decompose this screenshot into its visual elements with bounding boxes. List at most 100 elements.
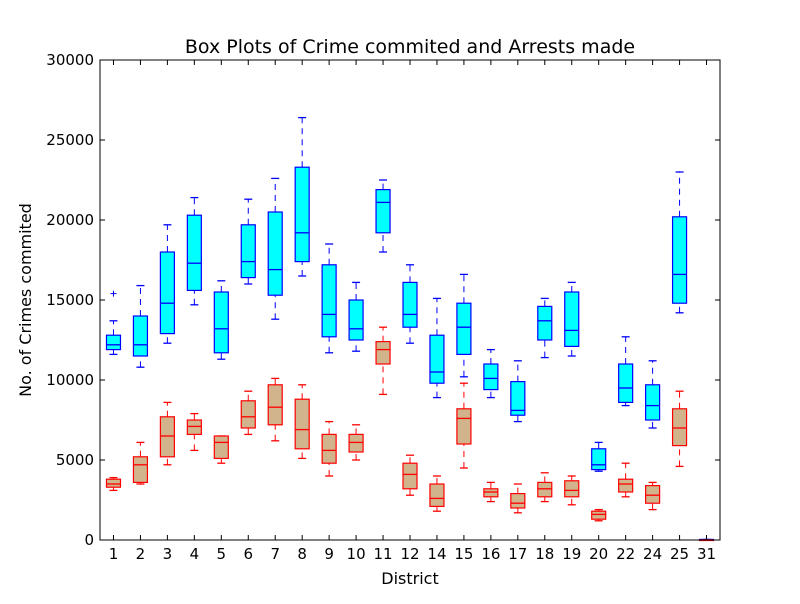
box-series1-district-1 [105,290,122,356]
box-series1-district-11 [375,179,391,253]
box-series1-district-15 [456,273,472,378]
box-iqr [213,291,229,354]
box-iqr [186,419,202,435]
box-iqr [321,433,337,464]
x-tick: 15 [454,60,473,563]
box-series1-district-24 [645,360,661,429]
box-iqr [564,291,580,348]
box-series2-district-12 [402,454,418,496]
box-series2-district-8 [294,384,310,460]
x-tick: 17 [508,60,527,563]
y-tick: 25000 [46,131,720,149]
box-series2-district-9 [321,420,337,477]
box-iqr [402,281,418,328]
box-series1-district-9 [321,243,337,354]
x-tick-label: 6 [243,545,253,563]
box-iqr [429,483,445,507]
x-tick: 11 [373,60,393,563]
box-series1-district-3 [159,224,175,344]
box-series2-district-1 [105,476,122,492]
box-series2-district-10 [348,424,364,461]
x-tick: 24 [643,60,662,563]
box-series1-district-20 [591,441,607,472]
x-tick: 16 [481,60,500,563]
box-iqr [483,363,499,391]
box-iqr [456,302,472,356]
box-iqr [375,341,391,365]
x-tick: 2 [136,60,145,563]
box-series2-district-2 [132,441,149,485]
x-tick: 20 [589,60,608,563]
x-tick: 4 [190,60,200,563]
box-series2-district-5 [213,435,229,464]
x-tick-label: 10 [347,545,366,563]
box-iqr [671,408,688,447]
box-iqr [159,251,175,335]
box-iqr [294,166,310,263]
box-iqr [267,384,283,426]
box-series1-district-14 [429,297,445,399]
box-iqr [105,334,122,351]
x-tick-label: 17 [508,545,527,563]
box-iqr [645,485,661,504]
chart-title: Box Plots of Crime commited and Arrests … [185,36,635,58]
box-iqr [591,510,607,520]
box-iqr [510,493,526,509]
outlier-marker [110,290,117,297]
y-tick: 30000 [46,51,720,69]
x-tick-label: 19 [562,545,581,563]
x-tick: 1 [109,60,118,563]
x-tick: 22 [616,60,635,563]
x-tick: 7 [270,60,280,563]
x-tick: 3 [163,60,172,563]
x-tick: 8 [297,60,307,563]
box-iqr [240,400,256,429]
box-series1-district-17 [510,360,526,423]
x-tick-label: 22 [616,545,635,563]
y-tick-label: 15000 [46,291,94,309]
box-iqr [671,216,688,304]
box-iqr [537,305,553,341]
box-iqr [132,456,149,483]
box-series2-district-20 [591,508,607,522]
x-tick-label: 12 [400,545,419,563]
box-iqr [240,224,256,279]
box-series1-district-25 [671,171,688,314]
x-tick-label: 25 [670,545,689,563]
x-tick: 31 [697,60,716,563]
box-series1-district-5 [213,280,229,360]
box-iqr [618,363,634,404]
box-iqr [105,478,122,488]
x-tick: 10 [347,60,366,563]
x-tick-label: 9 [324,545,334,563]
y-tick: 10000 [46,371,720,389]
box-iqr [483,488,499,498]
box-series1-district-12 [402,264,418,344]
x-tick: 18 [535,60,554,563]
box-iqr [132,315,149,357]
y-axis-label: No. of Crimes commited [16,203,35,397]
box-series1-district-4 [186,196,202,306]
box-series2-district-6 [240,390,256,436]
x-tick-label: 16 [481,545,500,563]
box-series1-district-22 [618,336,634,407]
x-tick: 25 [670,60,689,563]
x-tick-label: 4 [190,545,200,563]
y-tick: 20000 [46,211,720,229]
x-tick-label: 15 [454,545,473,563]
x-tick-label: 8 [297,545,307,563]
x-tick-label: 24 [643,545,662,563]
box-series2-district-3 [159,401,175,466]
box-series2-district-16 [483,481,499,503]
box-series1-district-8 [294,116,310,277]
box-iqr [429,334,445,384]
box-series2-district-11 [375,326,391,396]
y-tick-label: 25000 [46,131,94,149]
x-tick: 9 [324,60,334,563]
box-series2-district-22 [618,462,634,498]
x-tick-label: 5 [217,545,227,563]
box-iqr [618,478,634,493]
y-tick: 0 [84,531,720,549]
